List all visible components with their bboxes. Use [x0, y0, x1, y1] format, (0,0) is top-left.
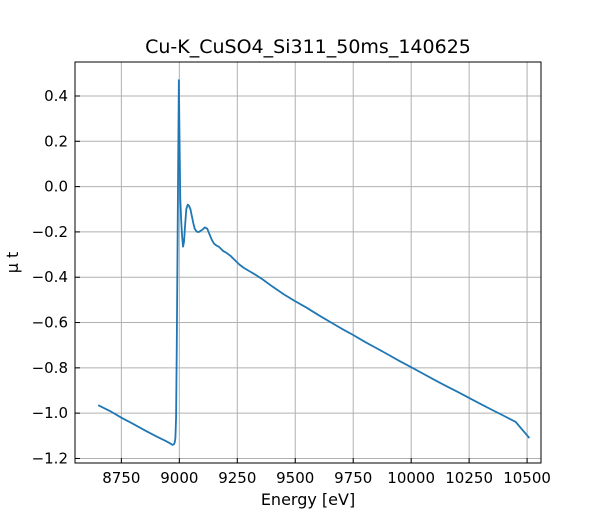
y-tick-label: −1.0 — [32, 404, 68, 422]
y-tick-label: −0.8 — [32, 359, 68, 377]
y-tick-label: −0.2 — [32, 223, 68, 241]
ticks: 8750 9000 9250 9500 9750 10000 10250 10500 0.4 0.… — [32, 87, 551, 487]
y-tick-label: 0.2 — [44, 132, 68, 150]
y-tick-label: −0.4 — [32, 268, 68, 286]
x-tick-label: 9750 — [334, 469, 372, 487]
x-tick-label: 8750 — [102, 469, 140, 487]
y-axis-title: μ t — [3, 252, 22, 274]
x-tick-label: 10500 — [503, 469, 551, 487]
x-tick-label: 9500 — [276, 469, 314, 487]
chart-title: Cu-K_CuSO4_Si311_50ms_140625 — [145, 36, 471, 58]
y-tick-label: 0.0 — [44, 178, 68, 196]
series-layer — [97, 79, 531, 446]
y-tick-label: 0.4 — [44, 87, 68, 105]
y-tick-label: −1.2 — [32, 449, 68, 467]
y-tick-label: −0.6 — [32, 314, 68, 332]
x-tick-label: 10250 — [445, 469, 493, 487]
grid — [75, 62, 541, 463]
plot-frame — [74, 61, 542, 464]
series-line — [97, 79, 531, 446]
x-tick-label: 9250 — [218, 469, 256, 487]
x-tick-label: 10000 — [387, 469, 435, 487]
x-tick-label: 9000 — [160, 469, 198, 487]
x-axis-title: Energy [eV] — [261, 490, 355, 509]
